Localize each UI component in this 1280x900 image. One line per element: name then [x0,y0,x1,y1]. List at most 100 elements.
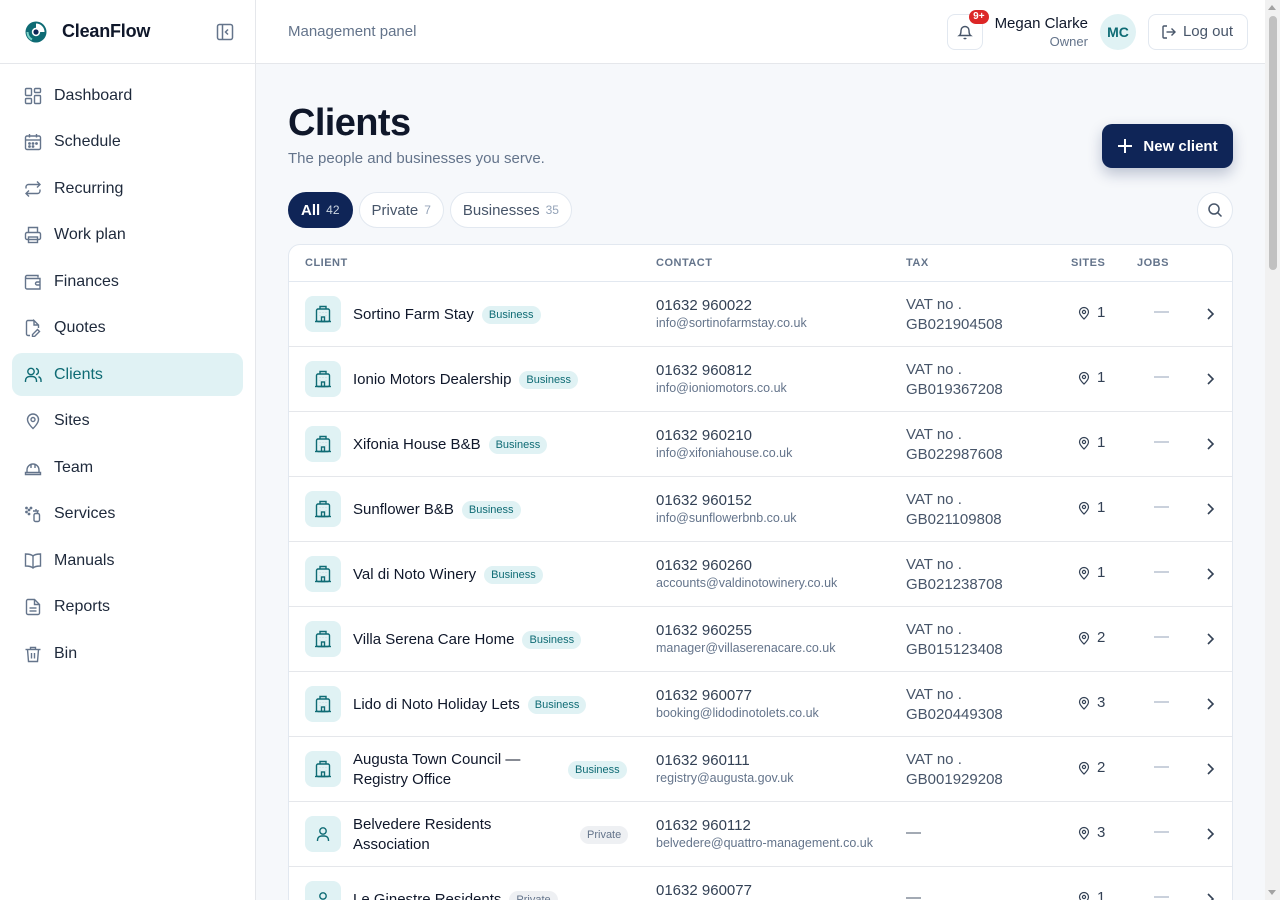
jobs-cell: — [1154,823,1169,840]
map-pin-icon [1078,501,1090,515]
top-bar: Management panel 9+ Megan Clarke Owner M… [256,0,1280,64]
table-row[interactable]: Belvedere Residents Association Private 01… [289,802,1232,867]
sidebar-item-reports[interactable]: Reports [12,586,243,629]
page-scrollbar[interactable] [1265,0,1280,900]
clients-table: CLIENT CONTACT TAX SITES JOBS Sortino Fa… [288,244,1233,900]
sites-count: 1 [1097,434,1106,451]
chevron-right-icon[interactable] [1202,826,1218,847]
building-icon [305,296,341,332]
chevron-right-icon[interactable] [1202,631,1218,652]
sidebar-item-services[interactable]: Services [12,493,243,536]
user-name: Megan Clarke [994,14,1088,32]
logout-button[interactable]: Log out [1147,13,1248,50]
person-icon [305,881,341,900]
map-pin-icon [1078,566,1090,580]
panel-title: Management panel [288,23,417,40]
filter-all[interactable]: All 42 [288,192,353,228]
map-pin-icon [1078,631,1090,645]
map-pin-icon [1078,306,1090,320]
table-row[interactable]: Sunflower B&B Business 01632 960152 info@su… [289,477,1232,542]
sidebar-item-bin[interactable]: Bin [12,632,243,675]
table-row[interactable]: Ionio Motors Dealership Business 01632 960… [289,347,1232,412]
tax-cell: — [906,888,921,900]
sidebar-item-label: Work plan [54,226,126,243]
table-row[interactable]: Le Ginestre Residents Private 01632 960077… [289,867,1232,900]
sidebar-item-recurring[interactable]: Recurring [12,167,243,210]
new-client-button[interactable]: New client [1102,124,1233,168]
chevron-right-icon[interactable] [1202,566,1218,587]
client-type-badge: Business [519,370,579,389]
logout-label: Log out [1182,23,1233,40]
tax-id: GB019367208 [906,381,1003,398]
scroll-thumb[interactable] [1269,16,1277,270]
tax-label: VAT no . [906,686,962,703]
repeat-icon [24,180,42,198]
sidebar-item-quotes[interactable]: Quotes [12,307,243,350]
chevron-right-icon[interactable] [1202,436,1218,457]
tax-cell: VAT no . GB022987608 [906,425,1003,465]
header-tax: TAX [906,257,929,269]
sidebar-item-label: Dashboard [54,86,133,104]
contact-cell: 01632 960077 booking@lidodinotolets.co.uk [656,687,819,720]
client-name-cell: Val di Noto Winery Business [353,542,623,607]
contact-email: info@sortinofarmstay.co.uk [656,316,807,330]
scroll-up-arrow-icon[interactable] [1268,5,1276,10]
sidebar-item-finances[interactable]: Finances [12,260,243,303]
client-name: Val di Noto Winery [353,565,477,583]
chevron-right-icon[interactable] [1202,891,1218,900]
client-name-cell: Sunflower B&B Business [353,477,623,542]
contact-email: registry@augusta.gov.uk [656,771,794,785]
table-row[interactable]: Villa Serena Care Home Business 01632 9602… [289,607,1232,672]
client-name: Sunflower B&B [353,500,454,518]
sidebar-item-dashboard[interactable]: Dashboard [12,74,243,117]
search-button[interactable] [1197,192,1233,228]
sidebar-item-label: Recurring [54,179,124,197]
sidebar-item-team[interactable]: Team [12,446,243,489]
filter-private[interactable]: Private 7 [358,192,444,228]
filter-count: 42 [326,203,340,217]
tax-id: GB021904508 [906,316,1003,333]
tax-label: — [906,889,921,900]
table-row[interactable]: Val di Noto Winery Business 01632 960260 ac… [289,542,1232,607]
sidebar-item-label: Clients [54,365,103,383]
table-header: CLIENT CONTACT TAX SITES JOBS [289,245,1232,282]
tax-label: VAT no . [906,751,962,768]
table-row[interactable]: Sortino Farm Stay Business 01632 960022 inf… [289,282,1232,347]
sidebar-item-schedule[interactable]: Schedule [12,121,243,164]
client-name-cell: Villa Serena Care Home Business [353,607,623,672]
chevron-right-icon[interactable] [1202,761,1218,782]
jobs-cell: — [1154,498,1169,515]
sidebar-item-manuals[interactable]: Manuals [12,539,243,582]
sidebar-item-clients[interactable]: Clients [12,353,243,396]
table-row[interactable]: Xifonia House B&B Business 01632 960210 inf… [289,412,1232,477]
chevron-right-icon[interactable] [1202,306,1218,327]
filter-businesses[interactable]: Businesses 35 [449,192,572,228]
user-role: Owner [1049,33,1088,49]
sidebar-item-label: Team [54,458,94,476]
tax-label: VAT no . [906,296,962,313]
sidebar-item-work-plan[interactable]: Work plan [12,214,243,257]
jobs-cell: — [1154,433,1169,450]
bell-icon [956,25,973,39]
contact-cell: 01632 960112 belvedere@quattro-management… [656,817,873,850]
sidebar-item-label: Services [54,505,116,522]
client-name-cell: Ionio Motors Dealership Business [353,347,623,412]
chevron-right-icon[interactable] [1202,371,1218,392]
chevron-right-icon[interactable] [1202,501,1218,522]
header-contact: CONTACT [656,257,713,269]
contact-email: booking@lidodinotolets.co.uk [656,706,819,720]
client-name-cell: Belvedere Residents Association Private [353,802,629,867]
notifications-button[interactable]: 9+ [946,9,989,50]
client-type-badge: Business [568,760,627,779]
person-icon [305,816,341,852]
contact-email: accounts@valdinotowinery.co.uk [656,576,838,590]
sidebar-item-sites[interactable]: Sites [12,400,243,443]
sidebar-collapse-button[interactable] [215,22,235,42]
sites-cell: 1 [1077,304,1105,321]
scroll-down-arrow-icon[interactable] [1268,890,1276,895]
avatar[interactable]: MC [1099,13,1136,50]
table-row[interactable]: Augusta Town Council — Registry Office Bu… [289,737,1232,802]
table-row[interactable]: Lido di Noto Holiday Lets Business 01632 9… [289,672,1232,737]
chevron-right-icon[interactable] [1202,696,1218,717]
sites-count: 2 [1097,759,1106,776]
